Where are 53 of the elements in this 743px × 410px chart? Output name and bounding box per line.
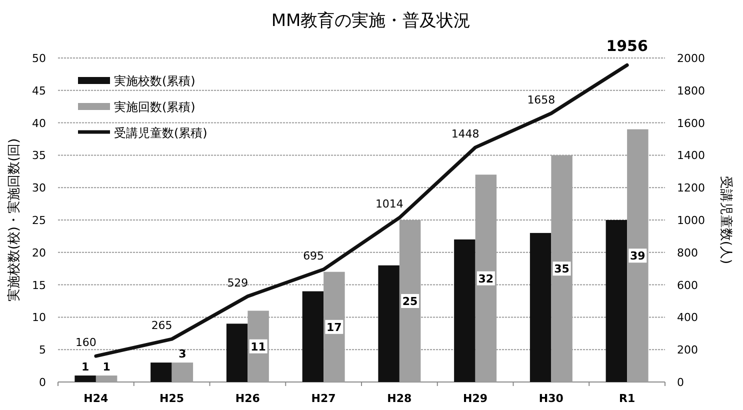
y2-tick-label: 800 — [677, 246, 698, 260]
x-tick-label: H24 — [84, 392, 109, 405]
y2-axis-title: 受講児童数(人) — [718, 176, 734, 264]
data-label: 25 — [402, 295, 418, 308]
legend-label: 受講児童数(累積) — [114, 126, 208, 140]
x-tick-label: H25 — [160, 392, 184, 405]
data-label: 1 — [81, 360, 90, 374]
data-label: 39 — [630, 250, 646, 263]
data-label: 1 — [102, 360, 110, 374]
y2-tick-label: 200 — [677, 344, 698, 357]
y-tick-label: 20 — [32, 246, 46, 260]
x-tick-label: R1 — [619, 392, 636, 405]
data-label: 1448 — [451, 127, 480, 140]
y2-tick-label: 1000 — [677, 214, 705, 227]
legend-label: 実施回数(累積) — [114, 100, 196, 114]
title: MM教育の実施・普及状況 — [271, 11, 471, 31]
y-tick-label: 50 — [32, 52, 46, 65]
y-tick-label: 15 — [32, 278, 46, 292]
y2-tick-label: 2000 — [677, 52, 705, 65]
data-label: 17 — [326, 320, 342, 334]
data-label: 160 — [75, 336, 96, 350]
y2-tick-label: 1200 — [677, 182, 705, 195]
y-tick-label: 45 — [32, 84, 46, 98]
y2-tick-label: 1600 — [677, 116, 705, 130]
data-label: 529 — [227, 276, 248, 290]
y-tick-label: 10 — [32, 311, 46, 324]
y2-tick-label: 0 — [677, 376, 684, 389]
x-tick-label: H26 — [235, 392, 260, 405]
x-tick-label: H27 — [311, 392, 336, 405]
y-axis-title: 実施校数(校)・実施回数(回) — [6, 138, 22, 302]
data-label: 35 — [554, 262, 570, 276]
data-label: 1956 — [606, 37, 648, 56]
data-label: 11 — [250, 340, 266, 354]
x-tick-label: H30 — [538, 392, 564, 405]
y2-tick-label: 1400 — [677, 149, 705, 162]
y-tick-label: 5 — [39, 344, 46, 357]
y-tick-label: 25 — [32, 214, 46, 227]
y-tick-label: 0 — [39, 376, 46, 389]
legend-label: 実施校数(累積) — [114, 74, 196, 88]
x-tick-label: H29 — [463, 392, 488, 405]
y2-tick-label: 1800 — [677, 84, 705, 98]
y2-tick-label: 600 — [677, 278, 698, 292]
data-label: 265 — [151, 319, 172, 332]
x-tick-label: H28 — [387, 392, 412, 405]
data-label: 1014 — [375, 198, 404, 211]
data-label: 1658 — [527, 93, 556, 106]
y-tick-label: 30 — [32, 182, 46, 195]
y-tick-label: 40 — [32, 116, 46, 130]
data-label: 3 — [178, 348, 186, 361]
y-tick-label: 35 — [32, 149, 46, 162]
data-label: 695 — [303, 249, 324, 262]
data-label: 32 — [478, 272, 494, 286]
y2-tick-label: 400 — [677, 311, 698, 324]
